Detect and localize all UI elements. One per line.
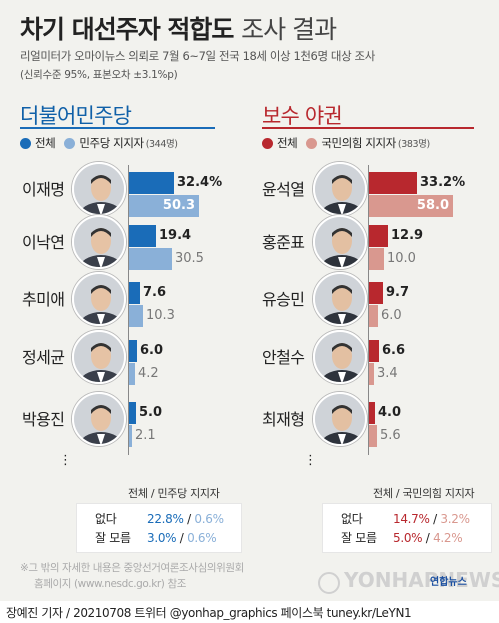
candidate-photo — [313, 215, 367, 269]
bar-supporters — [369, 425, 377, 447]
legend-label-supporters: 국민의힘 지지자 — [321, 136, 396, 150]
candidate-name: 이낙연 — [22, 233, 65, 252]
bar-value-label: 19.4 — [159, 228, 192, 243]
bar-value-label: 4.0 — [378, 405, 402, 420]
bar-total — [129, 340, 137, 362]
candidate-photo — [313, 392, 367, 446]
bar-supporters — [129, 425, 132, 447]
candidate-photo — [313, 162, 367, 216]
source-note: ※그 밖의 자세한 내용은 중앙선거여론조사심의위원회 — [20, 562, 244, 574]
bar-value-label: 12.9 — [391, 228, 424, 243]
legend-label-total: 전체 — [35, 136, 56, 150]
axis-line — [128, 165, 129, 455]
footer-credit: 장예진 기자 / 20210708 트위터 @yonhap_graphics 페… — [6, 606, 412, 620]
candidate-name: 최재형 — [262, 410, 305, 429]
bar-value-label: 10.3 — [146, 308, 175, 323]
table-header-conservative: 전체 / 국민의힘 지지자 — [373, 487, 475, 500]
candidate-name: 추미애 — [22, 290, 65, 309]
page-title: 차기 대선주자 적합도 조사 결과 — [20, 15, 337, 44]
bar-total — [369, 402, 375, 424]
bar-total — [369, 225, 388, 247]
table-row: 잘 모름 5.0% / 4.2% — [341, 531, 463, 545]
table-democratic: 없다 22.8% / 0.6% 잘 모름 3.0% / 0.6% — [76, 503, 242, 553]
party-title-democratic: 더불어민주당 — [20, 104, 132, 128]
bar-value-label: 6.0 — [140, 343, 164, 358]
footer-bar — [0, 601, 499, 623]
party-title-conservative: 보수 야권 — [262, 104, 343, 128]
table-header-democratic: 전체 / 민주당 지지자 — [128, 487, 220, 500]
bar-value-label: 32.4% — [177, 175, 223, 190]
bar-total — [369, 172, 417, 194]
bar-value-label: 30.5 — [175, 251, 204, 266]
candidate-photo — [313, 330, 367, 384]
candidate-name: 홍준표 — [262, 233, 305, 252]
table-conservative: 없다 14.7% / 3.2% 잘 모름 5.0% / 4.2% — [322, 503, 492, 553]
bar-total — [129, 282, 140, 304]
bar-supporters — [369, 195, 453, 217]
candidate-photo — [72, 392, 126, 446]
candidate-name: 정세균 — [22, 348, 65, 367]
bar-total — [369, 282, 383, 304]
bar-value-label: 10.0 — [387, 251, 416, 266]
candidate-name: 유승민 — [262, 290, 305, 309]
bar-total — [129, 172, 174, 194]
bar-value-label: 6.6 — [382, 343, 406, 358]
bar-supporters — [369, 305, 378, 327]
candidate-name: 윤석열 — [262, 180, 305, 199]
candidate-photo — [72, 162, 126, 216]
watermark: YONHAPNEWS — [344, 568, 499, 592]
table-row: 잘 모름 3.0% / 0.6% — [95, 531, 217, 545]
candidate-photo — [72, 330, 126, 384]
yonhap-logo-icon — [318, 572, 340, 594]
table-row: 없다 14.7% / 3.2% — [341, 512, 470, 526]
bar-supporters — [129, 363, 135, 385]
bar-total — [369, 340, 379, 362]
more-candidates-marker: ⋮ — [59, 453, 72, 468]
legend-conservative: 전체 국민의힘 지지자 (383명) — [262, 135, 439, 151]
legend-dot-supporters — [306, 137, 318, 149]
bar-value-label: 58.0 — [416, 198, 449, 213]
candidate-photo — [72, 272, 126, 326]
bar-value-label: 3.4 — [377, 366, 398, 381]
party-underline-democratic — [20, 127, 215, 129]
bar-value-label: 33.2% — [420, 175, 466, 190]
more-candidates-marker: ⋮ — [304, 453, 317, 468]
party-underline-conservative — [262, 127, 474, 129]
bar-supporters — [369, 248, 384, 270]
bar-value-label: 5.0 — [139, 405, 163, 420]
legend-sample-size: (344명) — [145, 139, 178, 150]
confidence-note: (신뢰수준 95%, 표본오차 ±3.1%p) — [20, 69, 178, 81]
bar-value-label: 9.7 — [386, 285, 410, 300]
bar-supporters — [369, 363, 374, 385]
source-note-url: 홈페이지 (www.nesdc.go.kr) 참조 — [34, 578, 186, 590]
bar-supporters — [129, 195, 199, 217]
bar-value-label: 5.6 — [380, 428, 401, 443]
candidate-name: 안철수 — [262, 348, 305, 367]
bar-value-label: 2.1 — [135, 428, 156, 443]
legend-label-total: 전체 — [277, 136, 298, 150]
bar-supporters — [129, 248, 172, 270]
legend-label-supporters: 민주당 지지자 — [79, 136, 144, 150]
table-row: 없다 22.8% / 0.6% — [95, 512, 224, 526]
bar-value-label: 50.3 — [162, 198, 195, 213]
bar-value-label: 6.0 — [381, 308, 402, 323]
bar-total — [129, 402, 136, 424]
candidate-name: 박용진 — [22, 410, 65, 429]
legend-democratic: 전체 민주당 지지자 (344명) — [20, 135, 187, 151]
bar-value-label: 4.2 — [138, 366, 159, 381]
bar-supporters — [129, 305, 143, 327]
candidate-name: 이재명 — [22, 180, 65, 199]
legend-dot-total — [20, 137, 31, 149]
bar-total — [129, 225, 156, 247]
bar-value-label: 7.6 — [143, 285, 167, 300]
legend-sample-size: (383명) — [397, 139, 430, 150]
candidate-photo — [313, 272, 367, 326]
legend-dot-supporters — [64, 137, 76, 149]
survey-description: 리얼미터가 오마이뉴스 의뢰로 7월 6~7일 전국 18세 이상 1천6명 대… — [20, 49, 375, 63]
watermark-logo-text: 연합뉴스 — [430, 577, 467, 588]
candidate-photo — [72, 215, 126, 269]
axis-line — [368, 165, 369, 455]
legend-dot-total — [262, 137, 273, 149]
